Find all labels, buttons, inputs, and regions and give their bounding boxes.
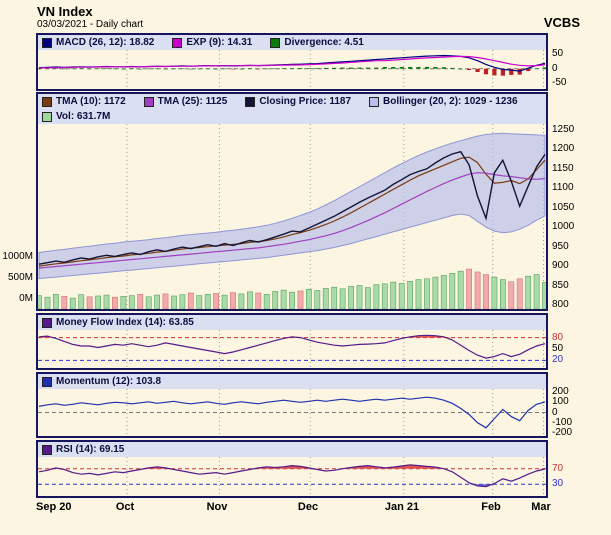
- price-y-axis-label: 1100: [552, 182, 574, 193]
- mfi-y-axis-label: 20: [552, 354, 564, 365]
- momentum-y-axis-label: 100: [552, 396, 569, 407]
- legend-swatch-icon: [172, 37, 183, 48]
- macd-y-axis-label: 0: [552, 63, 558, 74]
- price-y-axis-label: 850: [552, 280, 569, 291]
- x-axis-month-label: Feb: [481, 501, 501, 513]
- x-axis-month-label: Nov: [206, 501, 228, 513]
- volume-axis-label: 1000M: [2, 251, 33, 262]
- legend-label: Vol: 631.7M: [56, 111, 111, 122]
- macd-legend: MACD (26, 12): 18.82 EXP (9): 14.31 Diverg…: [38, 35, 546, 50]
- legend-swatch-icon: [42, 37, 52, 48]
- price-y-axis-label: 900: [552, 260, 569, 271]
- volume-axis-label: 0M: [19, 293, 33, 304]
- legend-label: Divergence: 4.51: [284, 37, 364, 48]
- momentum-y-axis-label: 0: [552, 407, 558, 418]
- legend-label: EXP (9): 14.31: [186, 37, 253, 48]
- money-flow-index-panel: Money Flow Index (14): 63.85: [36, 313, 548, 370]
- momentum-plot: [38, 389, 546, 436]
- macd-legend-item: EXP (9): 14.31: [172, 37, 252, 48]
- momentum-legend-row: Momentum (12): 103.8: [38, 374, 546, 389]
- price-panel: TMA (10): 1172 TMA (25): 1125 Closing Pric…: [36, 92, 548, 311]
- price-y-axis-label: 1150: [552, 163, 574, 174]
- legend-swatch-icon: [143, 96, 154, 107]
- mfi-legend-row: Money Flow Index (14): 63.85: [38, 315, 546, 330]
- momentum-panel: Momentum (12): 103.8: [36, 372, 548, 438]
- legend-swatch-icon: [42, 317, 52, 328]
- price-legend-item: TMA (10): 1172: [42, 96, 126, 107]
- macd-legend-row: MACD (26, 12): 18.82 EXP (9): 14.31 Diverg…: [38, 35, 546, 50]
- legend-swatch-icon: [42, 376, 52, 387]
- x-axis-labels: Sep 20 Oct Nov Dec Jan 21 Feb Mar: [0, 501, 611, 517]
- rsi-legend-item: RSI (14): 69.15: [42, 444, 124, 455]
- x-axis-month-label: Dec: [297, 501, 319, 513]
- price-legend-row: TMA (10): 1172 TMA (25): 1125 Closing Pric…: [38, 94, 546, 109]
- legend-label: TMA (25): 1125: [157, 96, 228, 107]
- price-plot: [38, 124, 546, 309]
- price-y-axis-label: 950: [552, 241, 569, 252]
- legend-swatch-icon: [42, 96, 52, 107]
- macd-legend-item: Divergence: 4.51: [270, 37, 364, 48]
- rsi-y-axis-label: 70: [552, 463, 564, 474]
- mfi-legend-item: Money Flow Index (14): 63.85: [42, 317, 194, 328]
- x-axis-month-label: Mar: [531, 501, 551, 513]
- mfi-plot: [38, 330, 546, 368]
- price-y-axis-label: 1250: [552, 124, 575, 135]
- mfi-legend: Money Flow Index (14): 63.85: [38, 315, 546, 330]
- rsi-legend: RSI (14): 69.15: [38, 442, 546, 457]
- macd-panel: MACD (26, 12): 18.82 EXP (9): 14.31 Diverg…: [36, 33, 548, 91]
- legend-label: TMA (10): 1172: [56, 96, 126, 107]
- macd-y-axis-label: -50: [552, 77, 567, 88]
- chart-title: VN Index: [37, 4, 93, 19]
- macd-y-axis-label: 50: [552, 48, 564, 59]
- price-y-axis-label: 800: [552, 299, 569, 310]
- chart-date-subtitle: 03/03/2021 - Daily chart: [37, 19, 144, 30]
- legend-label: RSI (14): 69.15: [56, 444, 125, 455]
- rsi-y-axis-label: 30: [552, 478, 564, 489]
- price-y-axis-label: 1000: [552, 221, 575, 232]
- macd-plot: [38, 50, 546, 89]
- legend-label: Momentum (12): 103.8: [56, 376, 162, 387]
- momentum-y-axis-label: -100: [552, 417, 573, 428]
- legend-swatch-icon: [369, 96, 380, 107]
- price-y-axis-label: 1050: [552, 202, 575, 213]
- price-legend-item: Closing Price: 1187: [245, 96, 351, 107]
- brand-logo-text: VCBS: [543, 15, 580, 30]
- volume-axis-label: 500M: [7, 272, 33, 283]
- price-legend-item: Bollinger (20, 2): 1029 - 1236: [369, 96, 518, 107]
- legend-swatch-icon: [42, 111, 52, 122]
- price-legend: TMA (10): 1172 TMA (25): 1125 Closing Pric…: [38, 94, 546, 124]
- price-y-axis-label: 1200: [552, 143, 575, 154]
- price-legend-item: Vol: 631.7M: [42, 111, 110, 122]
- momentum-legend-item: Momentum (12): 103.8: [42, 376, 161, 387]
- legend-swatch-icon: [245, 96, 256, 107]
- momentum-y-axis-label: -200: [552, 427, 573, 438]
- macd-legend-item: MACD (26, 12): 18.82: [42, 37, 154, 48]
- legend-label: Bollinger (20, 2): 1029 - 1236: [383, 96, 518, 107]
- rsi-legend-row: RSI (14): 69.15: [38, 442, 546, 457]
- legend-swatch-icon: [42, 444, 52, 455]
- x-axis-month-label: Oct: [115, 501, 135, 513]
- legend-label: MACD (26, 12): 18.82: [56, 37, 155, 48]
- legend-swatch-icon: [270, 37, 281, 48]
- rsi-plot: [38, 457, 546, 496]
- price-legend-item: TMA (25): 1125: [143, 96, 228, 107]
- mfi-y-axis-label: 50: [552, 343, 564, 354]
- x-axis-month-label: Sep 20: [36, 501, 72, 513]
- momentum-legend: Momentum (12): 103.8: [38, 374, 546, 389]
- x-axis-month-label: Jan 21: [384, 501, 420, 513]
- rsi-panel: RSI (14): 69.15: [36, 440, 548, 498]
- legend-label: Money Flow Index (14): 63.85: [56, 317, 194, 328]
- price-legend-row: Vol: 631.7M: [38, 109, 546, 124]
- momentum-y-axis-label: 200: [552, 386, 569, 397]
- mfi-y-axis-label: 80: [552, 332, 564, 343]
- legend-label: Closing Price: 1187: [259, 96, 352, 107]
